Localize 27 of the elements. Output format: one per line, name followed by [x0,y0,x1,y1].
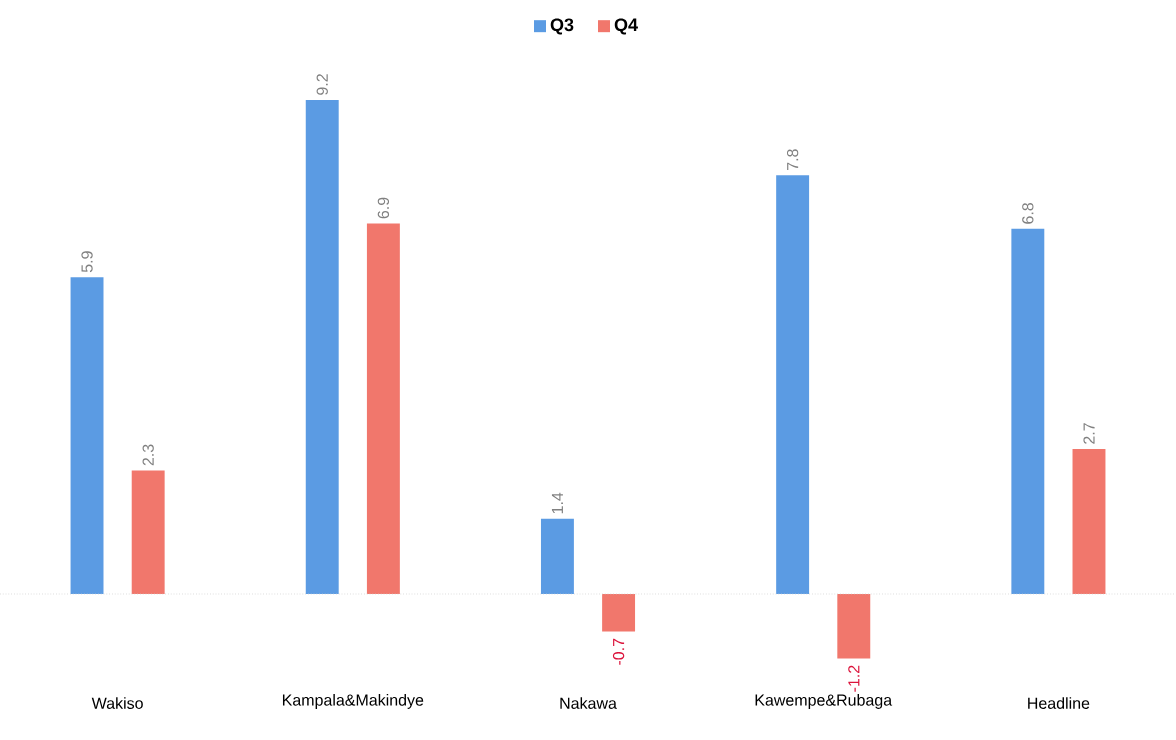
data-label: -0.7 [612,638,625,665]
legend-label: Q4 [614,18,638,35]
bar [305,100,339,594]
data-label: 9.2 [316,74,328,95]
data-label: 6.8 [1022,202,1034,224]
bar [837,594,871,659]
bar [1011,228,1045,594]
x-tick-label: Kampala&Makindye [282,694,424,709]
x-tick-label: Kawempe&Rubaga [755,694,893,709]
data-label: 1.4 [551,492,563,514]
legend-label: Q3 [550,18,574,35]
data-label: 5.9 [81,251,93,273]
bar [776,175,810,594]
x-tick-label: Headline [1028,697,1090,709]
bar [70,277,104,594]
bar [540,518,574,594]
data-label: 2.7 [1083,423,1095,444]
x-tick-label: Wakiso [91,697,143,709]
data-label: 6.9 [377,197,390,219]
bar [1072,449,1106,594]
bar [602,594,636,632]
bar [366,223,400,594]
bar [131,470,165,594]
x-tick-label: Nakawa [560,697,617,709]
data-label: 7.8 [786,149,799,170]
data-label: 2.3 [142,444,154,466]
data-label: -1.2 [848,665,860,692]
